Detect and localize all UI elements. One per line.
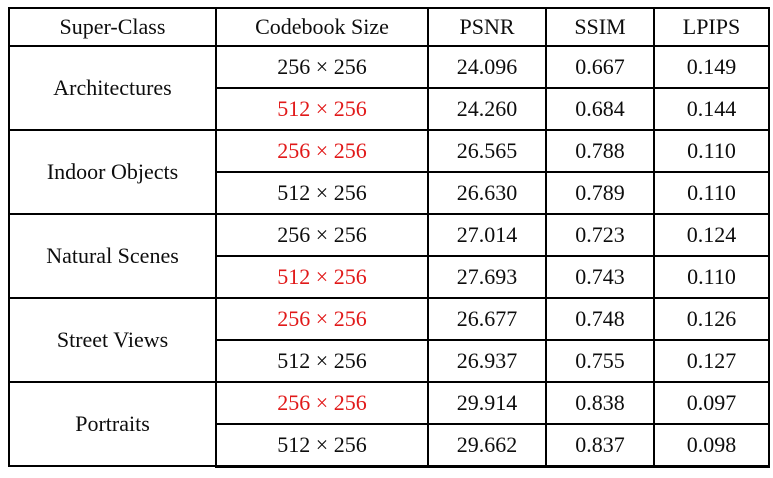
super-class-cell: Street Views bbox=[8, 297, 217, 383]
codebook-size-cell: 256 × 256 bbox=[215, 213, 429, 257]
ssim-cell: 0.667 bbox=[545, 45, 655, 89]
codebook-size-cell: 256 × 256 bbox=[215, 381, 429, 425]
ssim-cell: 0.748 bbox=[545, 297, 655, 341]
lpips-cell: 0.124 bbox=[653, 213, 770, 257]
ssim-cell: 0.723 bbox=[545, 213, 655, 257]
psnr-cell: 24.260 bbox=[427, 87, 547, 131]
table-row: 512 × 256 26.630 0.789 0.110 bbox=[9, 171, 770, 215]
ssim-cell: 0.755 bbox=[545, 339, 655, 383]
psnr-cell: 26.677 bbox=[427, 297, 547, 341]
codebook-size-cell: 256 × 256 bbox=[215, 297, 429, 341]
table-row: 512 × 256 24.260 0.684 0.144 bbox=[9, 87, 770, 131]
lpips-cell: 0.110 bbox=[653, 129, 770, 173]
codebook-size-cell: 512 × 256 bbox=[215, 255, 429, 299]
psnr-cell: 26.565 bbox=[427, 129, 547, 173]
header-codebook-size: Codebook Size bbox=[215, 7, 429, 47]
table-row: Street Views 256 × 256 26.677 0.748 0.12… bbox=[8, 297, 770, 383]
super-class-cell: Natural Scenes bbox=[8, 213, 217, 299]
lpips-cell: 0.110 bbox=[653, 171, 770, 215]
super-class-cell: Architectures bbox=[8, 45, 217, 131]
lpips-cell: 0.149 bbox=[653, 45, 770, 89]
table-row: Indoor Objects 256 × 256 26.565 0.788 0.… bbox=[8, 129, 770, 215]
table-row: 512 × 256 26.937 0.755 0.127 bbox=[9, 339, 770, 383]
lpips-cell: 0.126 bbox=[653, 297, 770, 341]
ssim-cell: 0.743 bbox=[545, 255, 655, 299]
psnr-cell: 29.662 bbox=[427, 423, 547, 468]
psnr-cell: 27.014 bbox=[427, 213, 547, 257]
codebook-size-cell: 512 × 256 bbox=[215, 339, 429, 383]
header-super-class: Super-Class bbox=[8, 7, 217, 47]
super-class-cell: Indoor Objects bbox=[8, 129, 217, 215]
lpips-cell: 0.097 bbox=[653, 381, 770, 425]
results-table: Super-Class Codebook Size PSNR SSIM LPIP… bbox=[8, 7, 770, 468]
table-row: 512 × 256 29.662 0.837 0.098 bbox=[9, 423, 770, 468]
ssim-cell: 0.838 bbox=[545, 381, 655, 425]
psnr-cell: 24.096 bbox=[427, 45, 547, 89]
ssim-cell: 0.837 bbox=[545, 423, 655, 468]
lpips-cell: 0.110 bbox=[653, 255, 770, 299]
header-ssim: SSIM bbox=[545, 7, 655, 47]
lpips-cell: 0.144 bbox=[653, 87, 770, 131]
codebook-size-cell: 256 × 256 bbox=[215, 129, 429, 173]
super-class-cell: Portraits bbox=[8, 381, 217, 467]
header-psnr: PSNR bbox=[427, 7, 547, 47]
codebook-size-cell: 512 × 256 bbox=[215, 87, 429, 131]
table-row: Portraits 256 × 256 29.914 0.838 0.097 bbox=[8, 381, 770, 467]
lpips-cell: 0.127 bbox=[653, 339, 770, 383]
table-row: Architectures 256 × 256 24.096 0.667 0.1… bbox=[8, 45, 770, 131]
psnr-cell: 27.693 bbox=[427, 255, 547, 299]
codebook-size-cell: 256 × 256 bbox=[215, 45, 429, 89]
ssim-cell: 0.789 bbox=[545, 171, 655, 215]
psnr-cell: 29.914 bbox=[427, 381, 547, 425]
psnr-cell: 26.630 bbox=[427, 171, 547, 215]
codebook-size-cell: 512 × 256 bbox=[215, 423, 429, 468]
ssim-cell: 0.788 bbox=[545, 129, 655, 173]
codebook-size-cell: 512 × 256 bbox=[215, 171, 429, 215]
table-row: 512 × 256 27.693 0.743 0.110 bbox=[9, 255, 770, 299]
table-row: Natural Scenes 256 × 256 27.014 0.723 0.… bbox=[8, 213, 770, 299]
header-lpips: LPIPS bbox=[653, 7, 770, 47]
lpips-cell: 0.098 bbox=[653, 423, 770, 468]
ssim-cell: 0.684 bbox=[545, 87, 655, 131]
header-row: Super-Class Codebook Size PSNR SSIM LPIP… bbox=[8, 7, 770, 47]
psnr-cell: 26.937 bbox=[427, 339, 547, 383]
